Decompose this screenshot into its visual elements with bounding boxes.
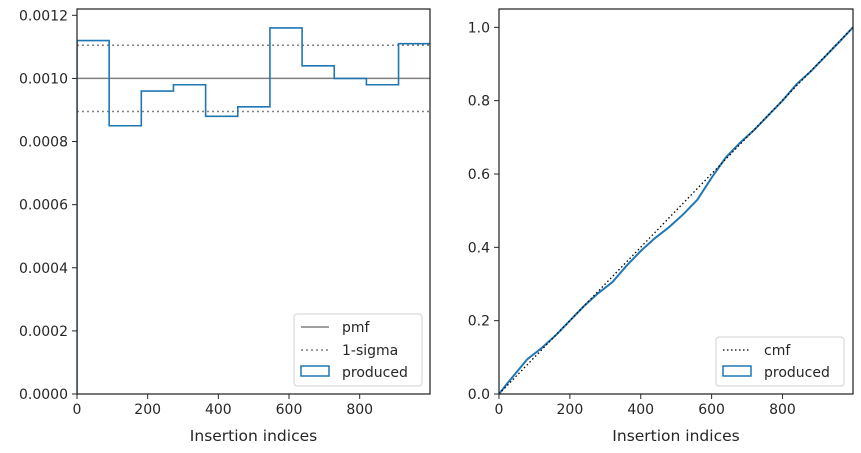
legend-produced-label: produced xyxy=(764,365,830,381)
produced-point xyxy=(654,237,656,239)
y-tick-label: 0.6 xyxy=(468,167,490,183)
produced-point xyxy=(625,264,628,267)
y-tick-label: 0.0 xyxy=(468,387,490,403)
x-tick-label: 400 xyxy=(627,402,654,418)
legend-box xyxy=(293,313,423,387)
legend-produced-swatch xyxy=(722,365,752,377)
x-tick-label: 400 xyxy=(205,402,232,418)
produced-point xyxy=(597,292,600,294)
produced-point xyxy=(682,213,685,216)
x-tick-label: 800 xyxy=(346,402,373,418)
x-tick-label: 0 xyxy=(495,402,504,418)
produced-point xyxy=(795,83,798,85)
axes-frame xyxy=(76,8,431,395)
produced-point xyxy=(639,250,642,252)
legend-sigma-label: 1-sigma xyxy=(342,343,398,359)
x-axis-label: Insertion indices xyxy=(612,427,739,445)
produced-point xyxy=(515,371,518,373)
legend-pmf-label: pmf xyxy=(342,320,371,336)
produced-point xyxy=(526,358,529,360)
y-tick-label: 0.0002 xyxy=(19,324,68,340)
left-chart: 0 200 400 600 800 0.0000 0.0002 0.0004 0.0006 0.0… xyxy=(19,8,431,445)
x-tick-label: 200 xyxy=(134,402,161,418)
produced-point xyxy=(724,156,727,159)
y-tick-label: 0.0012 xyxy=(19,8,68,24)
produced-point xyxy=(668,226,670,228)
produced-histogram xyxy=(77,27,430,394)
legend-cmf-label: cmf xyxy=(764,343,791,359)
produced-point xyxy=(611,281,614,283)
y-tick-label: 0.0010 xyxy=(19,71,68,87)
produced-point xyxy=(696,198,699,201)
produced-point xyxy=(540,347,543,349)
y-tick-label: 0.8 xyxy=(468,94,490,110)
plot-area xyxy=(77,27,430,394)
y-tick-label: 0.0000 xyxy=(19,387,68,403)
x-tick-label: 600 xyxy=(276,402,303,418)
x-tick-label: 0 xyxy=(73,402,82,418)
axes-frame xyxy=(498,8,854,395)
legend: pmf 1-sigma produced xyxy=(293,313,423,387)
legend-produced-label: produced xyxy=(342,365,408,381)
legend-produced-swatch xyxy=(300,365,330,377)
produced-point xyxy=(710,176,713,179)
right-chart: 0 200 400 600 800 0.0 0.2 0.4 0.6 0.8 1.0 Insertion… xyxy=(468,8,854,445)
x-tick-label: 200 xyxy=(557,402,584,418)
cmf-line xyxy=(499,26,853,394)
y-tick-label: 0.4 xyxy=(468,240,490,256)
produced-point xyxy=(753,129,755,131)
y-tick-label: 0.0006 xyxy=(19,198,68,214)
y-tick-label: 0.0004 xyxy=(19,261,68,277)
legend-box xyxy=(715,336,845,387)
x-tick-label: 600 xyxy=(698,402,725,418)
x-axis-label: Insertion indices xyxy=(190,427,317,445)
produced-point xyxy=(583,305,585,307)
x-tick-label: 800 xyxy=(769,402,796,418)
legend: cmf produced xyxy=(715,336,845,387)
y-tick-label: 1.0 xyxy=(468,20,490,36)
y-tick-label: 0.2 xyxy=(468,314,490,330)
produced-point xyxy=(505,384,507,386)
y-tick-label: 0.0008 xyxy=(19,135,68,151)
